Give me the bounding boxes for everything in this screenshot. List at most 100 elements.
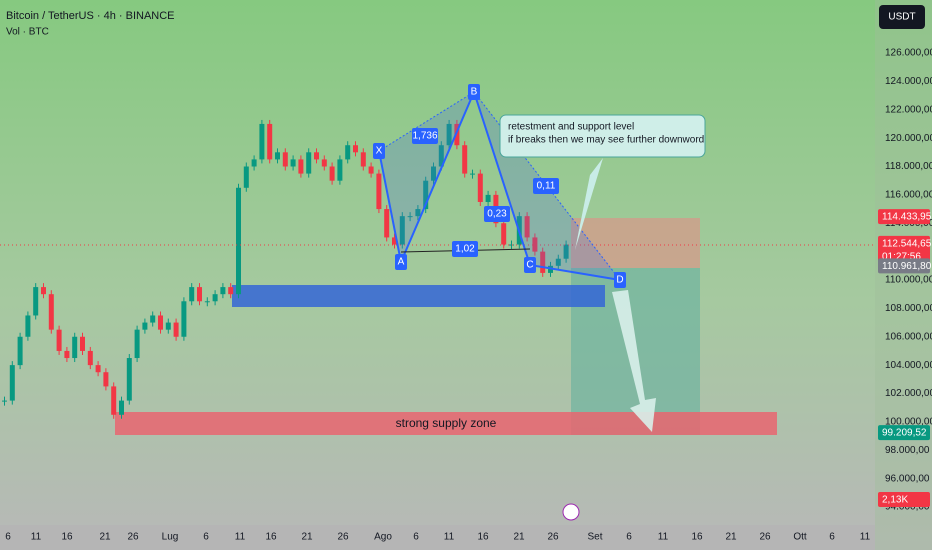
- event-icon[interactable]: [562, 503, 580, 521]
- candle: [103, 372, 109, 387]
- y-tick-label: 124.000,00: [885, 76, 932, 87]
- candle: [298, 159, 304, 174]
- candle: [477, 173, 483, 202]
- x-tick-label: Lug: [162, 532, 179, 543]
- candle: [454, 123, 460, 146]
- x-tick-label: Set: [587, 532, 602, 543]
- stop-zone: [571, 218, 700, 268]
- ratio-badge: [452, 241, 478, 257]
- price-axis: 126.000,00 124.000,00 122.000,00 120.000,00…: [878, 48, 932, 513]
- candle: [376, 173, 382, 210]
- candle: [485, 194, 491, 202]
- x-tick-label: 6: [203, 532, 209, 543]
- x-tick-label: 21: [725, 532, 737, 543]
- point-badge: [614, 272, 626, 288]
- x-tick-label: 26: [547, 532, 559, 543]
- currency[interactable]: USDT: [888, 12, 915, 23]
- x-tick-label: 16: [691, 532, 703, 543]
- price-badge: [878, 235, 930, 264]
- y-tick-label: 106.000,00: [885, 331, 932, 342]
- point-label: D: [616, 275, 623, 286]
- candle: [384, 209, 390, 238]
- candle: [368, 166, 374, 174]
- candle: [87, 350, 93, 366]
- candle: [540, 251, 546, 273]
- candle: [524, 216, 530, 238]
- point-label: X: [376, 146, 383, 157]
- symbol: Bitcoin / TetherUS · 4h · BINANCE: [6, 10, 175, 22]
- candle: [275, 152, 280, 160]
- point-badge: [373, 143, 385, 159]
- ratio-badge: [484, 206, 510, 222]
- point-label: C: [526, 260, 533, 271]
- pattern-line: [378, 91, 475, 152]
- point-badge: [395, 254, 407, 270]
- candle: [321, 159, 327, 167]
- candle: [290, 159, 296, 167]
- candle: [72, 336, 78, 359]
- x-tick-label: 16: [477, 532, 489, 543]
- pattern-labels: X A B C D 1,736 0,23 0,11 1,02: [373, 84, 626, 288]
- candle: [423, 180, 429, 210]
- candle: [80, 336, 85, 351]
- candle: [95, 365, 101, 373]
- candle: [56, 329, 62, 351]
- candle: [399, 216, 405, 245]
- y-tick-label: 118.000,00: [885, 161, 932, 172]
- x-tick-label: 6: [626, 532, 632, 543]
- point-badge: [524, 257, 536, 273]
- price-badge-label: 114.433,95: [882, 212, 932, 223]
- y-tick-label: 100.000,00: [885, 417, 932, 428]
- candle: [431, 166, 436, 181]
- supply-zone: [115, 412, 777, 435]
- x-tick-label: 11: [658, 532, 669, 543]
- callout-pointer: [575, 158, 603, 250]
- price-badge-label: 110.961,80: [882, 261, 932, 272]
- candle: [446, 123, 452, 146]
- y-tick-label: 122.000,00: [885, 104, 932, 115]
- candle: [415, 209, 421, 217]
- candle: [470, 173, 475, 175]
- point-badge: [468, 84, 480, 100]
- x-tick-label: 11: [31, 532, 42, 543]
- candle: [555, 258, 561, 266]
- supply-label: strong supply zone: [396, 416, 497, 430]
- x-tick-label: 16: [61, 532, 73, 543]
- candle: [353, 145, 358, 153]
- candle: [236, 187, 241, 295]
- x-tick-label: 21: [513, 532, 525, 543]
- ratio-label: 0,23: [487, 209, 507, 220]
- x-tick-label: 16: [265, 532, 277, 543]
- ratio-label: 0,11: [537, 181, 556, 192]
- y-tick-label: 120.000,00: [885, 133, 932, 144]
- candle: [360, 152, 366, 167]
- candle: [9, 365, 15, 401]
- candle: [142, 322, 148, 330]
- currency-button[interactable]: [879, 5, 925, 29]
- ratio-label: 1,02: [455, 244, 475, 255]
- price-axis-bg: [875, 0, 932, 550]
- volume-badge: [878, 492, 930, 507]
- candle: [267, 123, 273, 160]
- point-label: A: [398, 257, 405, 268]
- callout-text: if breaks then we may see further downwo…: [508, 135, 704, 146]
- candle: [25, 315, 31, 337]
- candle: [392, 237, 397, 245]
- candles: [2, 119, 569, 419]
- y-tick-label: 98.000,00: [885, 445, 930, 456]
- candle: [228, 287, 234, 295]
- candle: [134, 329, 140, 359]
- point-label: B: [471, 87, 478, 98]
- y-tick-label: 94.000,00: [885, 502, 930, 513]
- x-tick-label: 11: [860, 532, 871, 543]
- candle: [204, 301, 210, 303]
- x-tick-label: 21: [301, 532, 313, 543]
- candle: [173, 322, 179, 337]
- ratio-label: 1,736: [412, 131, 437, 142]
- candle: [282, 152, 288, 167]
- time-axis: 6 11 16 21 26 Lug 6 11 16 21 26 Ago 6 11 16 21 26 Set 6 11 1…: [5, 532, 870, 543]
- y-tick-label: 108.000,00: [885, 303, 932, 314]
- candle: [532, 237, 538, 252]
- candle: [337, 159, 343, 181]
